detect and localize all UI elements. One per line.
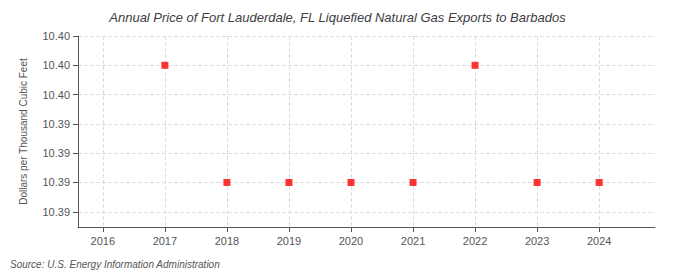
svg-text:2017: 2017 bbox=[153, 235, 177, 247]
svg-text:Source: U.S. Energy Informatio: Source: U.S. Energy Information Administ… bbox=[10, 259, 220, 270]
svg-text:10.39: 10.39 bbox=[42, 147, 70, 159]
svg-text:2022: 2022 bbox=[463, 235, 487, 247]
svg-text:Annual Price of Fort Lauderdal: Annual Price of Fort Lauderdale, FL Liqu… bbox=[108, 10, 566, 25]
svg-text:2023: 2023 bbox=[525, 235, 549, 247]
svg-text:10.39: 10.39 bbox=[42, 206, 70, 218]
svg-text:10.39: 10.39 bbox=[42, 118, 70, 130]
svg-text:10.39: 10.39 bbox=[42, 176, 70, 188]
svg-text:10.40: 10.40 bbox=[42, 59, 70, 71]
svg-text:2018: 2018 bbox=[215, 235, 239, 247]
svg-text:10.40: 10.40 bbox=[42, 89, 70, 101]
svg-text:2024: 2024 bbox=[587, 235, 611, 247]
svg-text:2020: 2020 bbox=[339, 235, 363, 247]
svg-text:10.40: 10.40 bbox=[42, 30, 70, 42]
svg-text:2016: 2016 bbox=[91, 235, 115, 247]
svg-text:2021: 2021 bbox=[401, 235, 425, 247]
svg-text:Dollars per Thousand Cubic Fee: Dollars per Thousand Cubic Feet bbox=[18, 58, 29, 205]
svg-text:2019: 2019 bbox=[277, 235, 301, 247]
